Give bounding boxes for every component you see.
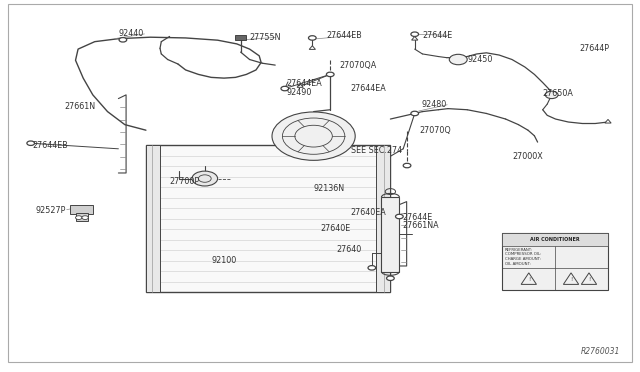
Text: 27644EA: 27644EA xyxy=(351,84,387,93)
Text: 27650A: 27650A xyxy=(543,89,573,98)
Text: 27070QA: 27070QA xyxy=(339,61,376,70)
Text: 27644E: 27644E xyxy=(402,213,432,222)
Bar xyxy=(70,205,93,214)
Text: 92480: 92480 xyxy=(421,100,446,109)
Text: 92527P: 92527P xyxy=(35,206,65,215)
Text: 27700P: 27700P xyxy=(170,177,200,186)
Text: !: ! xyxy=(527,277,530,282)
Text: 92136N: 92136N xyxy=(314,185,345,193)
Circle shape xyxy=(326,72,334,77)
Text: 27644EB: 27644EB xyxy=(326,31,362,40)
Circle shape xyxy=(272,112,355,160)
Polygon shape xyxy=(309,46,316,49)
Circle shape xyxy=(27,141,35,145)
Bar xyxy=(502,232,608,290)
Text: 27661NA: 27661NA xyxy=(402,221,438,230)
Circle shape xyxy=(449,54,467,65)
Bar xyxy=(76,213,88,221)
Circle shape xyxy=(545,91,558,99)
Text: 27644P: 27644P xyxy=(579,44,609,53)
Circle shape xyxy=(281,86,289,91)
Text: 92100: 92100 xyxy=(211,256,236,265)
Text: R2760031: R2760031 xyxy=(581,347,621,356)
Text: 27640E: 27640E xyxy=(320,224,350,233)
Bar xyxy=(376,145,390,292)
Circle shape xyxy=(76,216,82,219)
Circle shape xyxy=(82,216,88,219)
Text: AIR CONDITIONER: AIR CONDITIONER xyxy=(531,237,580,242)
Bar xyxy=(146,145,390,292)
Text: 27644E: 27644E xyxy=(422,31,452,40)
Text: COMPRESSOR OIL:: COMPRESSOR OIL: xyxy=(505,253,541,256)
Text: OIL AMOUNT:: OIL AMOUNT: xyxy=(505,262,531,266)
Text: REFRIGERANT:: REFRIGERANT: xyxy=(505,248,533,252)
Text: 92440: 92440 xyxy=(118,29,143,38)
Text: !: ! xyxy=(588,277,590,282)
Circle shape xyxy=(387,276,394,280)
Bar xyxy=(235,35,246,40)
Circle shape xyxy=(308,36,316,40)
Text: !: ! xyxy=(570,277,572,282)
Polygon shape xyxy=(605,119,611,123)
Polygon shape xyxy=(297,84,303,87)
Bar xyxy=(502,232,608,246)
Text: CHARGE AMOUNT:: CHARGE AMOUNT: xyxy=(505,257,541,261)
Circle shape xyxy=(411,111,419,116)
Text: 27644EB: 27644EB xyxy=(32,141,68,150)
Text: 27755N: 27755N xyxy=(250,33,281,42)
Text: SEE SEC.274: SEE SEC.274 xyxy=(351,146,402,155)
Text: 27661N: 27661N xyxy=(64,102,95,110)
Text: 27644EA: 27644EA xyxy=(287,79,323,88)
Circle shape xyxy=(119,38,127,42)
Text: 27640: 27640 xyxy=(336,245,361,254)
Text: 27000X: 27000X xyxy=(512,152,543,161)
Text: 27070Q: 27070Q xyxy=(419,126,451,135)
Circle shape xyxy=(368,266,376,270)
Circle shape xyxy=(192,171,218,186)
Bar xyxy=(381,197,399,272)
Text: 27640EA: 27640EA xyxy=(351,208,387,217)
Polygon shape xyxy=(412,36,418,40)
Circle shape xyxy=(396,214,403,219)
Text: 92450: 92450 xyxy=(467,55,493,64)
Bar xyxy=(278,129,349,144)
Text: 92490: 92490 xyxy=(287,88,312,97)
Bar xyxy=(146,145,160,292)
Circle shape xyxy=(411,32,419,36)
Circle shape xyxy=(403,163,411,168)
